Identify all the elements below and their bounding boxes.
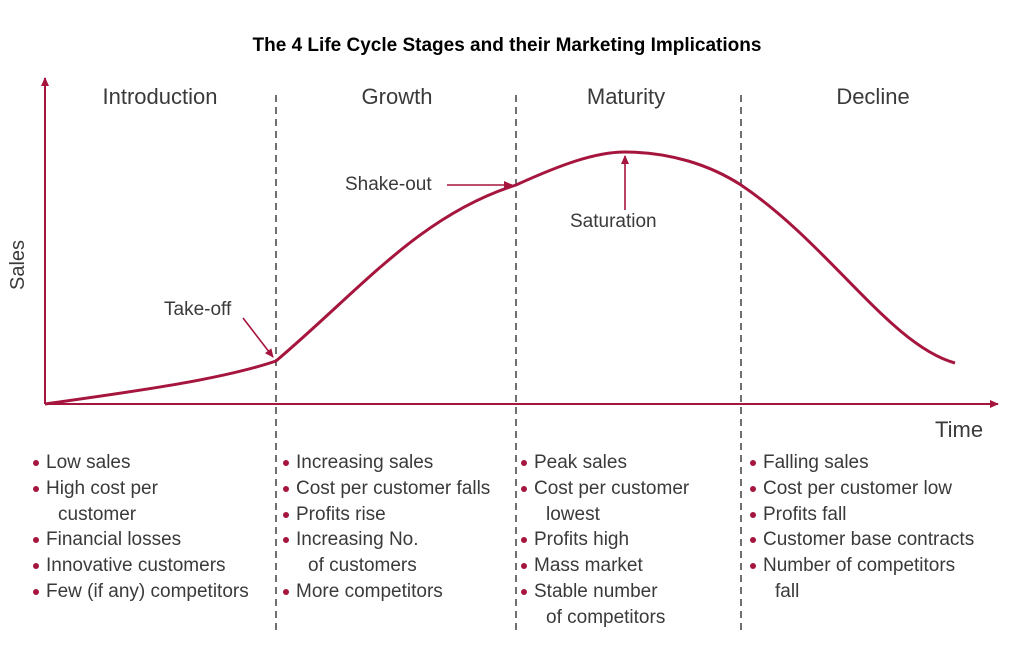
list-item: Profits high: [520, 527, 689, 553]
list-item: Profits rise: [282, 502, 490, 528]
stage-decline: Decline: [836, 84, 910, 109]
list-item: Number of competitors: [749, 553, 974, 579]
introduction-list: Low sales High cost per customer Financial …: [32, 450, 249, 605]
list-item: Cost per customer falls: [282, 476, 490, 502]
list-item: lowest: [546, 503, 600, 525]
sales-curve: [44, 150, 956, 406]
list-item: fall: [775, 580, 800, 602]
growth-list: Increasing sales Cost per customer falls P…: [282, 450, 490, 605]
x-axis-label: Time: [935, 417, 984, 442]
maturity-list: Peak sales Cost per customer lowest Profits…: [520, 450, 689, 631]
list-item: Cost per customer: [520, 476, 689, 502]
stage-maturity: Maturity: [586, 84, 666, 109]
list-item: Falling sales: [749, 450, 974, 476]
list-item: Low sales: [32, 450, 249, 476]
list-item: More competitors: [282, 579, 490, 605]
list-item: Peak sales: [520, 450, 689, 476]
saturation-label: Saturation: [570, 211, 657, 232]
list-item: High cost per: [32, 476, 249, 502]
list-item: Stable number: [520, 579, 689, 605]
shakeout-label: Shake-out: [345, 174, 432, 195]
takeoff-arrow: [242, 317, 274, 358]
list-item: Cost per customer low: [749, 476, 974, 502]
stage-introduction: Introduction: [102, 84, 218, 109]
stage-growth: Growth: [361, 84, 433, 109]
takeoff-label: Take-off: [164, 299, 232, 320]
list-item: of competitors: [546, 606, 666, 628]
list-item: Few (if any) competitors: [32, 579, 249, 605]
list-item: Increasing No.: [282, 527, 490, 553]
list-item: customer: [58, 503, 137, 525]
list-item: Profits fall: [749, 502, 974, 528]
list-item: of customers: [308, 555, 417, 577]
list-item: Customer base contracts: [749, 527, 974, 553]
y-axis-label: Sales: [7, 239, 29, 290]
list-item: Innovative customers: [32, 553, 249, 579]
list-item: Financial losses: [32, 527, 249, 553]
diagram-title: The 4 Life Cycle Stages and their Market…: [252, 35, 762, 56]
decline-list: Falling sales Cost per customer low Profit…: [749, 450, 974, 605]
list-item: Increasing sales: [282, 450, 490, 476]
list-item: Mass market: [520, 553, 689, 579]
